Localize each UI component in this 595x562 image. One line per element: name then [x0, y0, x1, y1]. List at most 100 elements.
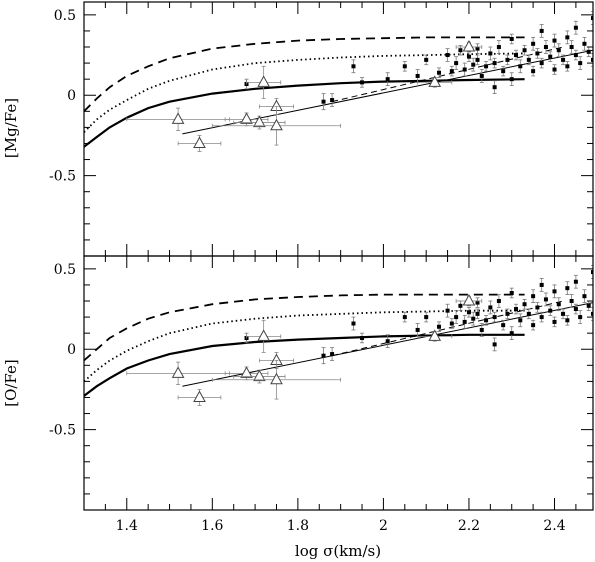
- triangle-point: [428, 329, 442, 341]
- data-point: [582, 294, 587, 299]
- data-point: [552, 67, 557, 72]
- data-point: [484, 64, 489, 69]
- data-point: [475, 57, 480, 62]
- triangle-point: [193, 390, 206, 402]
- data-point: [509, 290, 514, 295]
- data-point: [509, 331, 514, 336]
- data-point: [458, 303, 463, 308]
- data-point: [569, 299, 574, 304]
- data-point: [454, 61, 459, 66]
- triangle-point: [240, 366, 253, 378]
- data-point: [424, 57, 429, 62]
- data-point: [402, 64, 407, 69]
- triangle-point: [270, 372, 283, 385]
- data-point: [462, 319, 467, 324]
- triangle-point: [253, 369, 266, 382]
- data-point: [539, 28, 544, 33]
- data-point: [561, 311, 566, 316]
- data-point: [462, 67, 467, 72]
- data-point: [509, 77, 514, 82]
- triangle-point: [462, 293, 476, 306]
- plot-area: [84, 11, 593, 152]
- data-point: [330, 98, 335, 103]
- data-point: [582, 41, 587, 46]
- data-point: [514, 307, 519, 312]
- x-tick-label: 1.8: [287, 518, 309, 534]
- data-point: [526, 57, 531, 62]
- triangle-point: [171, 366, 185, 378]
- data-point: [321, 99, 326, 104]
- data-point: [531, 69, 536, 74]
- y-tick-label: 0.5: [54, 8, 76, 24]
- model-curve-dashed: [84, 293, 525, 362]
- triangle-point: [171, 112, 185, 124]
- data-point: [492, 342, 497, 347]
- data-point: [488, 51, 493, 56]
- data-point: [573, 307, 578, 312]
- data-point: [424, 315, 429, 320]
- x-tick-label: 1.4: [116, 518, 138, 534]
- data-point: [586, 49, 591, 54]
- data-point: [449, 321, 454, 326]
- data-point: [591, 311, 593, 316]
- data-point: [471, 316, 476, 321]
- data-point: [561, 57, 566, 62]
- data-point: [531, 294, 536, 299]
- data-point: [360, 335, 365, 340]
- panel-mg-fe: 0.5 0 -0.5: [49, 1, 594, 257]
- data-point: [505, 57, 510, 62]
- data-point: [501, 69, 506, 74]
- data-point: [586, 303, 591, 308]
- data-point: [484, 318, 489, 323]
- data-point: [437, 324, 442, 329]
- panel-frame: [83, 1, 594, 257]
- data-point: [509, 36, 514, 41]
- data-point: [556, 302, 561, 307]
- data-point: [479, 327, 484, 332]
- data-point: [552, 38, 557, 43]
- data-point: [573, 25, 578, 30]
- data-point: [522, 48, 527, 53]
- data-point: [454, 315, 459, 320]
- data-point: [475, 46, 480, 51]
- data-point: [445, 53, 450, 58]
- data-point: [556, 48, 561, 53]
- data-point: [578, 61, 583, 66]
- data-point: [565, 35, 570, 40]
- data-point: [402, 315, 407, 320]
- data-point: [471, 62, 476, 67]
- data-point: [492, 61, 497, 66]
- data-point: [466, 310, 471, 315]
- data-point: [385, 77, 390, 82]
- model-curve-dashed: [84, 36, 525, 112]
- data-point: [552, 289, 557, 294]
- data-point: [351, 321, 356, 326]
- data-point: [518, 318, 523, 323]
- data-point: [458, 48, 463, 53]
- y-tick-label: -0.5: [49, 423, 76, 439]
- x-tick-label: 1.6: [201, 518, 223, 534]
- data-point: [578, 315, 583, 320]
- data-point: [552, 319, 557, 324]
- data-point: [360, 80, 365, 85]
- data-point: [466, 54, 471, 59]
- data-point: [505, 311, 510, 316]
- data-point: [565, 318, 570, 323]
- data-point: [475, 300, 480, 305]
- y-axis-title-bottom: [O/Fe]: [2, 359, 20, 407]
- data-point: [522, 302, 527, 307]
- data-point: [569, 45, 574, 50]
- data-point: [492, 315, 497, 320]
- data-point: [535, 51, 540, 56]
- model-curve-solid-thick: [84, 78, 525, 148]
- data-point: [539, 282, 544, 287]
- model-curve-dotted: [84, 52, 525, 133]
- data-point: [565, 286, 570, 291]
- data-point: [535, 305, 540, 310]
- model-curve-solid-thick: [84, 333, 525, 397]
- data-point: [449, 69, 454, 74]
- panel-frame: [83, 255, 594, 511]
- data-point: [330, 352, 335, 357]
- data-point: [437, 70, 442, 75]
